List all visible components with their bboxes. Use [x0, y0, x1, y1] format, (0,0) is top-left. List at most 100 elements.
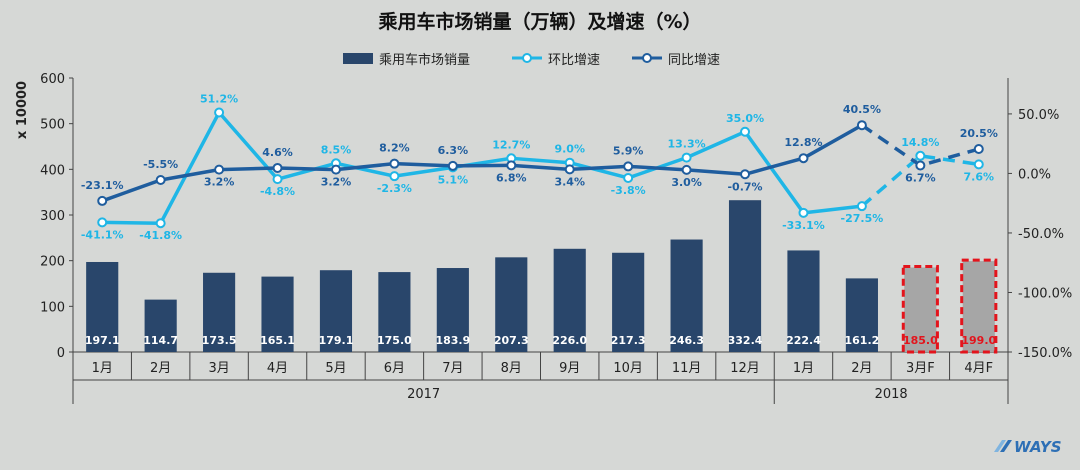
x-tick-label: 12月	[730, 361, 760, 376]
x-tick-label: 9月	[559, 361, 580, 376]
bar-value-label: 185.0	[903, 334, 938, 347]
x-tick-label: 1月	[92, 361, 113, 376]
bar	[436, 268, 469, 352]
y2-tick-label: -150.0%	[1018, 346, 1072, 361]
y-tick-label: 200	[40, 255, 65, 270]
bar-value-label: 246.3	[669, 334, 704, 347]
mom-value-label: 7.6%	[964, 170, 995, 183]
mom-line-forecast	[860, 153, 980, 208]
legend-marker-yoy	[642, 53, 652, 63]
mom-value-label: 13.3%	[668, 138, 706, 151]
logo-text: WAYS	[1014, 438, 1062, 456]
yoy-point	[856, 120, 867, 131]
mom-point	[798, 207, 809, 218]
yoy-point	[272, 162, 283, 173]
lines: -41.1% -41.8% 51.2% -4.8% 8.5% -2.3% 5.1% 12.7%…	[81, 92, 998, 242]
yoy-point	[973, 144, 984, 155]
yoy-value-label: 20.5%	[960, 127, 998, 140]
mom-value-label: 51.2%	[200, 92, 238, 105]
y2-tick-label: -100.0%	[1018, 286, 1072, 301]
yoy-point	[623, 161, 634, 172]
bar-value-label: 222.4	[786, 334, 821, 347]
legend-label-mom: 环比增速	[548, 53, 600, 68]
x-tick-label: 1月	[793, 361, 814, 376]
yoy-value-label: 6.7%	[905, 171, 936, 184]
yoy-point	[915, 160, 926, 171]
bar-value-label: 217.3	[611, 334, 646, 347]
yoy-value-label: 6.8%	[496, 171, 527, 184]
bar-forecast	[962, 261, 995, 352]
mom-point	[856, 201, 867, 212]
y-tick-label: 0	[57, 346, 65, 361]
mom-point	[623, 172, 634, 183]
x-tick-label: 3月	[208, 361, 229, 376]
mom-value-label: 9.0%	[554, 143, 585, 156]
bar-forecast-outline	[960, 258, 998, 354]
y-tick-label: 500	[40, 118, 65, 133]
mom-value-label: 35.0%	[726, 112, 764, 125]
x-tick-label: 4月	[267, 361, 288, 376]
yoy-value-label: 3.4%	[554, 175, 585, 188]
mom-point	[272, 174, 283, 185]
bar	[86, 261, 119, 352]
mom-value-label: -2.3%	[377, 182, 412, 195]
mom-point	[681, 152, 692, 163]
bar-value-label: 173.5	[202, 334, 237, 347]
bar-value-label: 165.1	[260, 334, 295, 347]
logo-mark-icon	[1000, 440, 1012, 452]
yoy-value-label: 3.0%	[671, 176, 702, 189]
bar	[670, 239, 703, 352]
yoy-value-label: 4.6%	[262, 146, 293, 159]
bar	[495, 257, 528, 352]
bar	[144, 299, 177, 352]
mom-value-label: -41.8%	[139, 229, 182, 242]
y-tick-label: 600	[40, 72, 65, 87]
yoy-point	[214, 164, 225, 175]
mom-point	[973, 159, 984, 170]
legend-label-sales: 乘用车市场销量	[379, 52, 470, 68]
yoy-value-label: -0.7%	[727, 180, 762, 193]
mom-value-label: -41.1%	[81, 228, 124, 241]
bar-forecast-outline	[901, 265, 939, 354]
bar	[553, 248, 586, 352]
bar	[203, 272, 236, 352]
legend-marker-mom	[522, 53, 532, 63]
bar	[612, 252, 645, 352]
legend-swatch-sales	[343, 53, 373, 64]
y-tick-label: 300	[40, 209, 65, 224]
mom-point	[155, 218, 166, 229]
x-tick-label: 7月	[442, 361, 463, 376]
y-tick-label: 100	[40, 300, 65, 315]
bar-value-label: 207.3	[494, 334, 529, 347]
mom-point	[915, 150, 926, 161]
bar	[845, 278, 878, 352]
group-label: 2017	[407, 387, 440, 402]
mom-point	[214, 107, 225, 118]
yoy-value-label: -5.5%	[143, 158, 178, 171]
yoy-value-label: -23.1%	[81, 179, 124, 192]
bar	[319, 270, 353, 352]
yoy-point	[564, 164, 575, 175]
bar-value-label: 197.1	[85, 334, 120, 347]
bar-value-label: 179.1	[319, 334, 354, 347]
yoy-point	[389, 158, 400, 169]
mom-line	[102, 110, 863, 225]
bar	[261, 276, 294, 352]
yoy-value-label: 6.3%	[438, 144, 469, 157]
bar-value-label: 183.9	[435, 334, 470, 347]
bar	[787, 250, 820, 352]
bar-value-label: 161.2	[845, 334, 880, 347]
mom-value-label: -4.8%	[260, 185, 295, 198]
mom-value-label: 5.1%	[438, 173, 469, 186]
x-tick-label: 4月F	[964, 361, 993, 376]
yoy-point	[798, 153, 809, 164]
mom-point	[97, 217, 108, 228]
group-label: 2018	[875, 387, 908, 402]
bar-value-label: 199.0	[961, 334, 996, 347]
legend: 乘用车市场销量 环比增速 同比增速	[343, 52, 720, 68]
mom-value-label: -3.8%	[611, 184, 646, 197]
y-tick-label: 400	[40, 163, 65, 178]
yoy-point	[97, 195, 108, 206]
x-tick-label: 10月	[613, 361, 643, 376]
